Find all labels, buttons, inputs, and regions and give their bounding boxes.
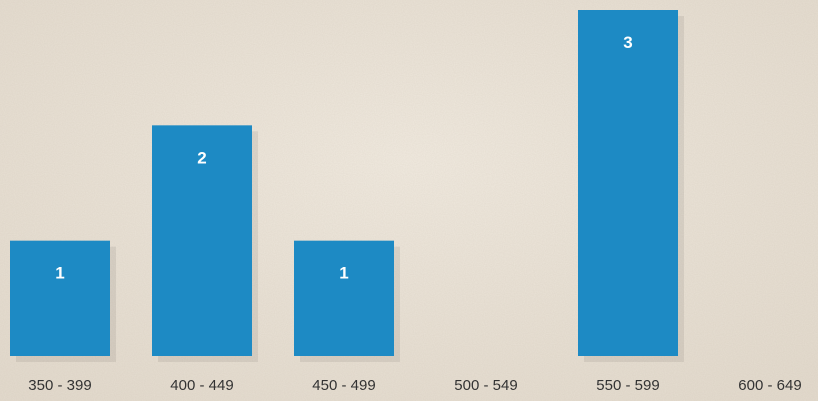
x-tick-label: 550 - 599: [596, 377, 659, 394]
bar-value-label: 1: [55, 264, 64, 283]
x-tick-label: 500 - 549: [454, 377, 517, 394]
x-tick-label: 400 - 449: [170, 377, 233, 394]
x-tick-label: 600 - 649: [738, 377, 801, 394]
bar-4: [578, 10, 678, 356]
x-tick-label: 350 - 399: [28, 377, 91, 394]
x-tick-label: 450 - 499: [312, 377, 375, 394]
bar-1: [152, 125, 252, 356]
bar-0: [10, 240, 110, 356]
bar-2: [294, 240, 394, 356]
bar-value-label: 1: [339, 264, 348, 283]
bar-value-label: 2: [197, 148, 206, 167]
bar-value-label: 3: [623, 33, 632, 52]
